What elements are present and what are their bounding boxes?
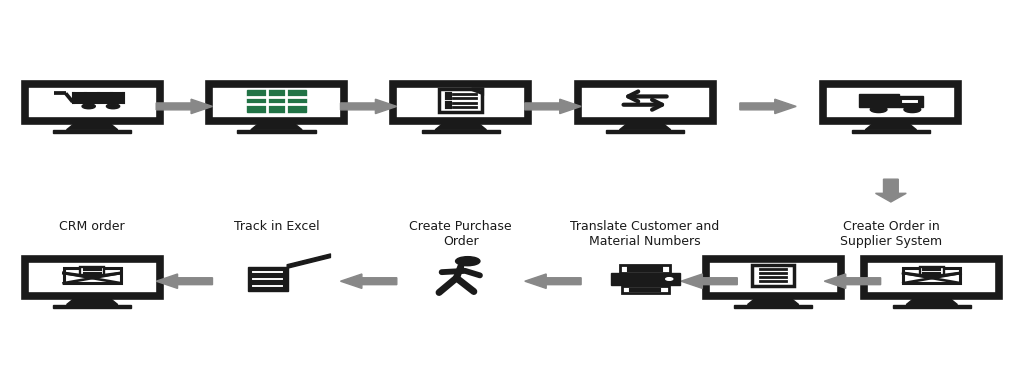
FancyBboxPatch shape: [53, 305, 131, 307]
Polygon shape: [525, 99, 582, 114]
Circle shape: [870, 106, 887, 112]
FancyBboxPatch shape: [893, 305, 971, 307]
Circle shape: [106, 104, 120, 109]
FancyBboxPatch shape: [622, 286, 669, 293]
FancyBboxPatch shape: [25, 259, 160, 296]
Polygon shape: [435, 121, 486, 130]
Text: Create Order in
Supplier System: Create Order in Supplier System: [840, 220, 942, 249]
FancyBboxPatch shape: [706, 259, 841, 296]
Circle shape: [666, 278, 673, 280]
Polygon shape: [340, 274, 397, 288]
FancyBboxPatch shape: [606, 130, 684, 133]
FancyBboxPatch shape: [823, 84, 958, 121]
FancyBboxPatch shape: [903, 268, 961, 283]
FancyBboxPatch shape: [864, 259, 999, 296]
Text: CRM order: CRM order: [59, 220, 125, 233]
Polygon shape: [340, 99, 397, 114]
FancyBboxPatch shape: [901, 99, 920, 104]
Polygon shape: [525, 274, 582, 288]
Polygon shape: [156, 274, 213, 288]
FancyBboxPatch shape: [251, 270, 284, 274]
FancyBboxPatch shape: [209, 84, 344, 121]
Polygon shape: [681, 274, 737, 288]
FancyBboxPatch shape: [734, 305, 812, 307]
Polygon shape: [748, 296, 799, 305]
FancyBboxPatch shape: [439, 89, 482, 112]
Polygon shape: [251, 121, 302, 130]
FancyBboxPatch shape: [53, 130, 131, 133]
Circle shape: [904, 106, 921, 112]
FancyBboxPatch shape: [578, 84, 713, 121]
Polygon shape: [865, 121, 916, 130]
Polygon shape: [739, 99, 797, 114]
FancyBboxPatch shape: [249, 267, 288, 291]
Polygon shape: [906, 296, 957, 305]
FancyBboxPatch shape: [422, 130, 500, 133]
FancyBboxPatch shape: [621, 265, 670, 273]
FancyBboxPatch shape: [251, 277, 284, 281]
Polygon shape: [67, 121, 118, 130]
FancyBboxPatch shape: [852, 130, 930, 133]
FancyBboxPatch shape: [753, 265, 794, 286]
FancyBboxPatch shape: [238, 130, 315, 133]
FancyBboxPatch shape: [393, 84, 528, 121]
Polygon shape: [156, 99, 213, 114]
Text: Create Purchase
Order: Create Purchase Order: [410, 220, 512, 249]
Circle shape: [456, 256, 480, 266]
Polygon shape: [824, 274, 881, 288]
FancyBboxPatch shape: [63, 268, 121, 283]
Polygon shape: [472, 89, 482, 93]
Polygon shape: [620, 121, 671, 130]
FancyBboxPatch shape: [610, 273, 680, 285]
FancyBboxPatch shape: [859, 94, 899, 107]
Circle shape: [82, 104, 95, 109]
FancyBboxPatch shape: [25, 84, 160, 121]
Text: Translate Customer and
Material Numbers: Translate Customer and Material Numbers: [570, 220, 720, 249]
FancyBboxPatch shape: [80, 267, 104, 275]
FancyBboxPatch shape: [247, 90, 306, 112]
FancyBboxPatch shape: [920, 267, 944, 275]
Polygon shape: [899, 96, 923, 107]
FancyBboxPatch shape: [251, 283, 284, 288]
Polygon shape: [67, 296, 118, 305]
Text: Track in Excel: Track in Excel: [233, 220, 319, 233]
Polygon shape: [876, 179, 906, 202]
